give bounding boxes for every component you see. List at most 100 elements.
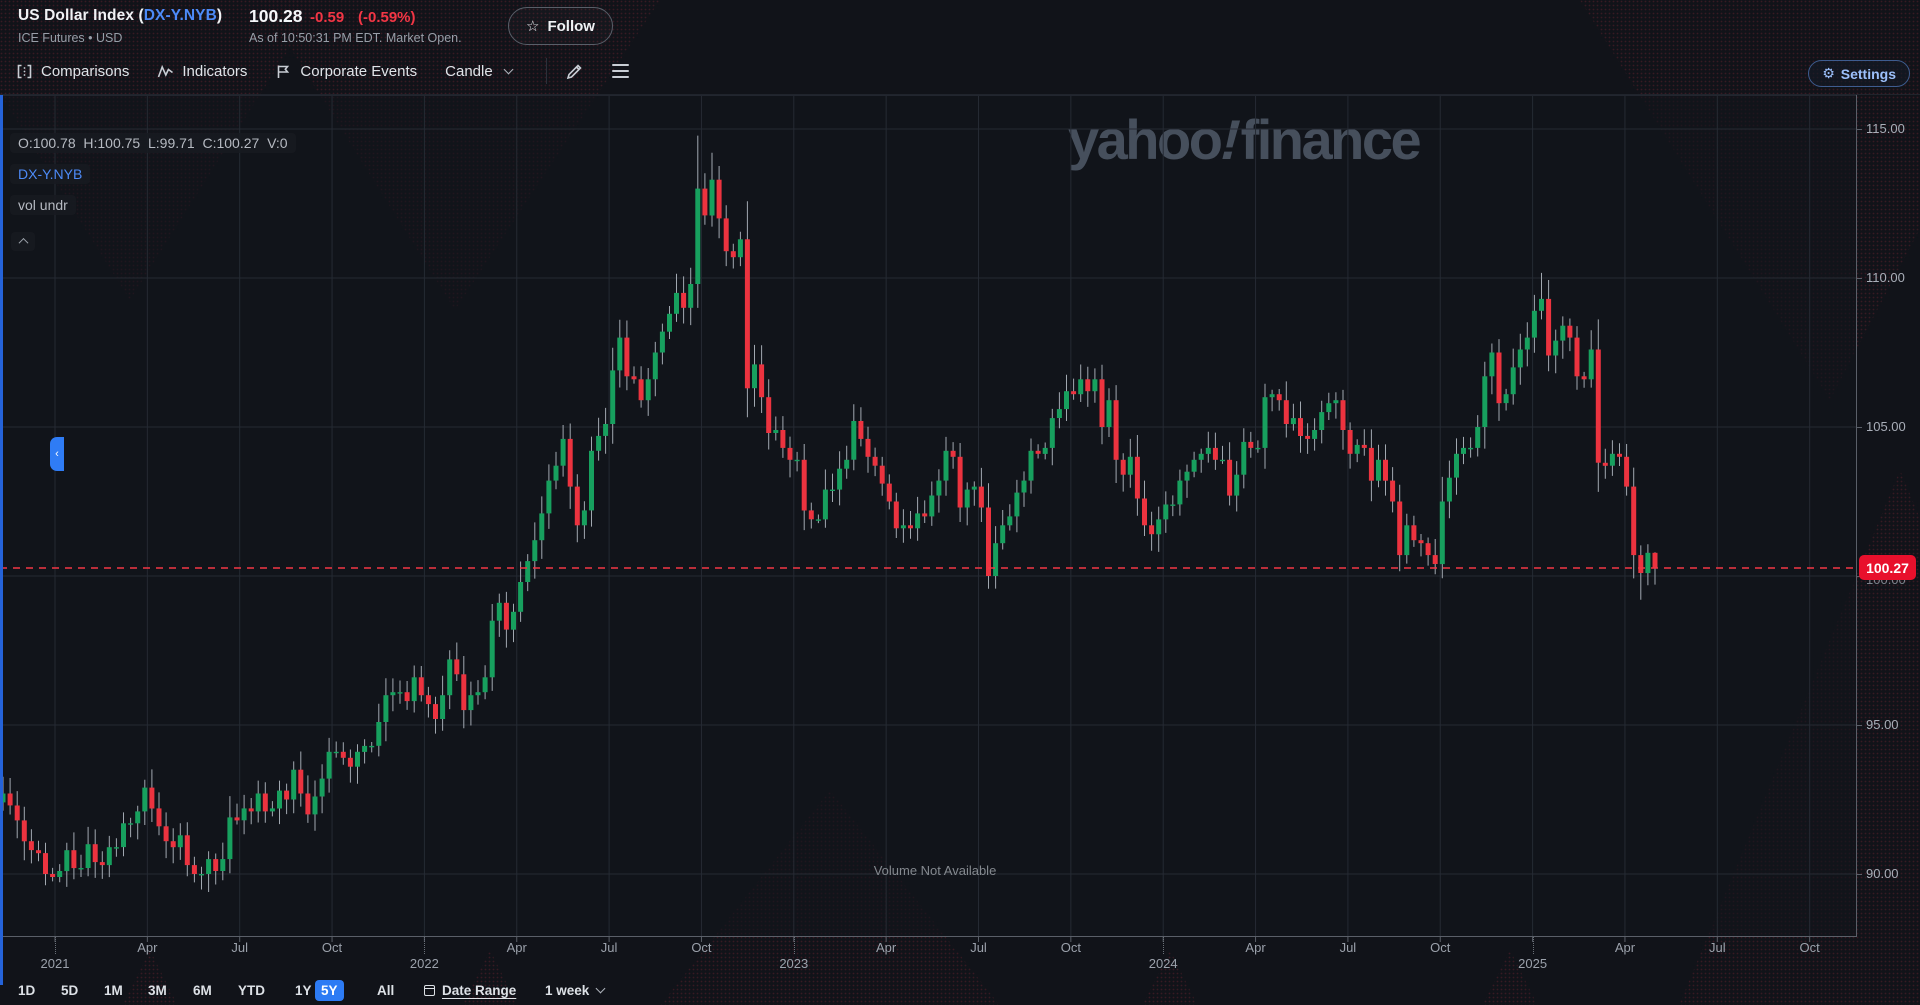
candle — [1390, 480, 1396, 502]
candle — [1021, 480, 1027, 493]
candle — [191, 865, 197, 874]
candle — [1163, 504, 1169, 520]
x-axis-label: Jul — [970, 940, 987, 955]
indicators-button[interactable]: Indicators — [157, 63, 247, 80]
candle — [1007, 516, 1013, 526]
candle — [1014, 492, 1020, 517]
candle — [383, 695, 389, 722]
candle — [978, 486, 984, 508]
follow-button[interactable]: ☆ Follow — [508, 7, 613, 45]
settings-button[interactable]: ⚙ Settings — [1808, 60, 1910, 87]
gear-icon: ⚙ — [1822, 65, 1835, 81]
candle — [1496, 352, 1502, 404]
candle — [1035, 450, 1041, 454]
candlestick-chart[interactable] — [0, 95, 1856, 976]
range-button-3m[interactable]: 3M — [148, 983, 167, 998]
candle — [1248, 441, 1254, 448]
interval-dropdown[interactable]: 1 week — [545, 983, 606, 998]
range-button-ytd[interactable]: YTD — [238, 983, 265, 998]
x-axis[interactable]: 2021 Apr Jul Oct 2022 Apr Jul Oct 2023 Apr Jul Oct 2… — [0, 937, 1856, 976]
candle — [1134, 456, 1140, 499]
candle — [1531, 310, 1537, 338]
range-button-5d[interactable]: 5D — [61, 983, 79, 998]
candle — [801, 459, 807, 511]
candle — [837, 468, 843, 490]
y-axis[interactable]: 100.00 100.27 115.00110.00105.00100.0095… — [1856, 95, 1920, 937]
candle — [730, 251, 736, 258]
y-axis-label: 90.00 — [1866, 866, 1899, 881]
candle — [830, 489, 835, 491]
candle — [454, 659, 460, 675]
candle — [440, 695, 446, 719]
range-button-6m[interactable]: 6M — [193, 983, 212, 998]
candle — [36, 850, 41, 854]
candle — [1432, 555, 1438, 564]
candle — [1354, 444, 1360, 454]
candle — [865, 438, 871, 457]
candle — [539, 513, 545, 541]
candle — [1283, 400, 1289, 424]
corporate-events-button[interactable]: Corporate Events — [275, 63, 417, 80]
candle — [851, 421, 857, 460]
candle — [347, 757, 353, 767]
candle — [986, 507, 991, 576]
candle — [106, 847, 112, 866]
series-symbol-badge[interactable]: DX-Y.NYB — [10, 164, 91, 184]
chart-type-dropdown[interactable]: Candle — [445, 63, 514, 80]
candle — [326, 751, 332, 779]
date-range-button[interactable]: Date Range — [424, 983, 516, 998]
candle — [1241, 441, 1247, 475]
comparisons-icon — [17, 64, 32, 78]
candle — [1553, 340, 1559, 356]
range-button-1y[interactable]: 1Y — [295, 983, 312, 998]
range-button-1d[interactable]: 1D — [18, 983, 36, 998]
candle — [1255, 447, 1261, 450]
candle — [1028, 450, 1034, 481]
comparisons-button[interactable]: Comparisons — [16, 63, 129, 80]
range-button-all[interactable]: All — [377, 983, 395, 998]
x-axis-label: Jul — [231, 940, 248, 955]
candle — [581, 510, 587, 526]
range-button-1m[interactable]: 1M — [104, 983, 123, 998]
x-axis-label: 2022 — [409, 956, 439, 971]
volume-under-badge[interactable]: vol undr — [10, 195, 76, 215]
collapse-legend-button[interactable] — [11, 232, 35, 251]
candle — [1092, 379, 1098, 392]
x-axis-label: Oct — [1799, 940, 1820, 955]
candle — [709, 179, 715, 216]
candle — [369, 745, 375, 748]
candle — [964, 489, 970, 508]
draw-annotation-button[interactable] — [565, 62, 584, 81]
candle — [1340, 400, 1346, 430]
candle — [355, 751, 360, 767]
candle — [7, 793, 13, 806]
candle — [475, 692, 481, 696]
chart-region: yahoo!finance O:100.78 H:100.75 L:99.71 … — [0, 95, 1920, 976]
candle — [872, 456, 878, 466]
candle — [21, 820, 27, 842]
candle — [1454, 453, 1459, 478]
candle — [433, 704, 438, 719]
candle — [1524, 337, 1530, 350]
candle — [1376, 459, 1381, 481]
candle — [78, 868, 84, 870]
range-button-5y[interactable]: 5Y — [315, 980, 344, 1001]
candle — [1305, 435, 1311, 439]
x-axis-label: Apr — [137, 940, 158, 955]
candle — [723, 218, 729, 252]
candle — [1042, 447, 1048, 454]
quote-header: US Dollar Index (DX-Y.NYB) ICE Futures •… — [0, 0, 1920, 48]
candle — [57, 871, 63, 877]
panel-collapse-tab[interactable]: ‹ — [50, 437, 64, 471]
candle — [1489, 352, 1495, 377]
symbol-link[interactable]: DX-Y.NYB — [143, 7, 217, 24]
x-axis-label: Oct — [1060, 940, 1081, 955]
chart-menu-button[interactable] — [611, 63, 629, 79]
candle — [1290, 418, 1296, 425]
candle — [1184, 471, 1190, 481]
candle — [277, 790, 282, 809]
calendar-icon — [424, 985, 435, 996]
candle — [1418, 540, 1424, 544]
candle — [489, 620, 495, 678]
chevron-down-icon — [503, 64, 514, 74]
